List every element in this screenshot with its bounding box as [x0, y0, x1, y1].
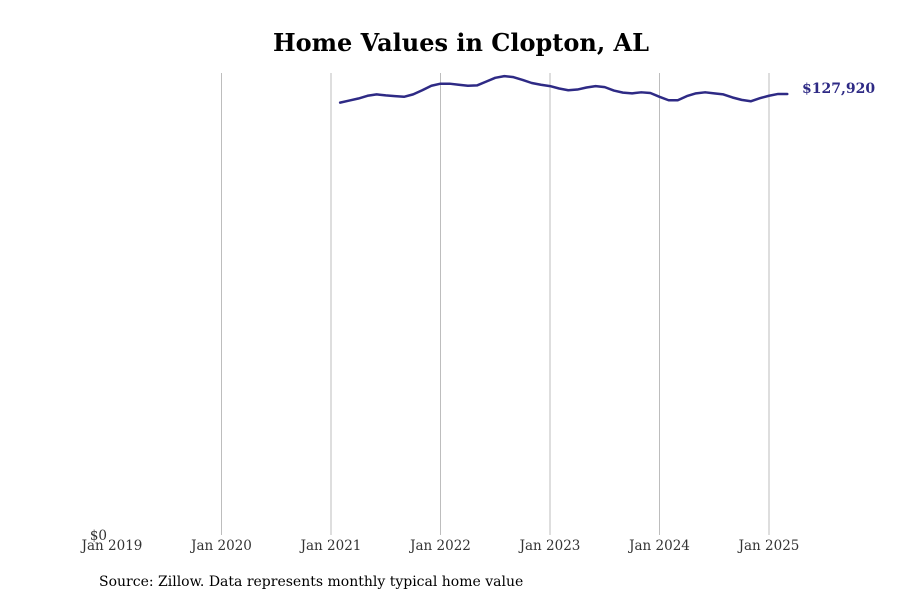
x-tick-label: Jan 2023	[518, 538, 581, 554]
x-axis-ticks: Jan 2019 Jan 2020 Jan 2021 Jan 2022 Jan 2023…	[80, 538, 800, 554]
series-line	[338, 74, 789, 104]
end-value-label: $127,920	[802, 81, 875, 97]
x-tick-label: Jan 2021	[299, 538, 362, 554]
source-note: Source: Zillow. Data represents monthly …	[99, 574, 524, 590]
gridlines	[221, 73, 770, 535]
series-line-group	[338, 74, 789, 104]
x-tick-label: Jan 2024	[627, 538, 690, 554]
x-tick-label: Jan 2019	[80, 538, 143, 554]
end-label-group: $127,920	[802, 81, 875, 97]
chart-title: Home Values in Clopton, AL	[272, 28, 650, 57]
y-axis-ticks: $0	[90, 528, 107, 544]
y-tick-label: $0	[90, 528, 107, 544]
x-tick-label: Jan 2025	[737, 538, 800, 554]
x-tick-label: Jan 2022	[408, 538, 471, 554]
x-tick-label: Jan 2020	[189, 538, 252, 554]
